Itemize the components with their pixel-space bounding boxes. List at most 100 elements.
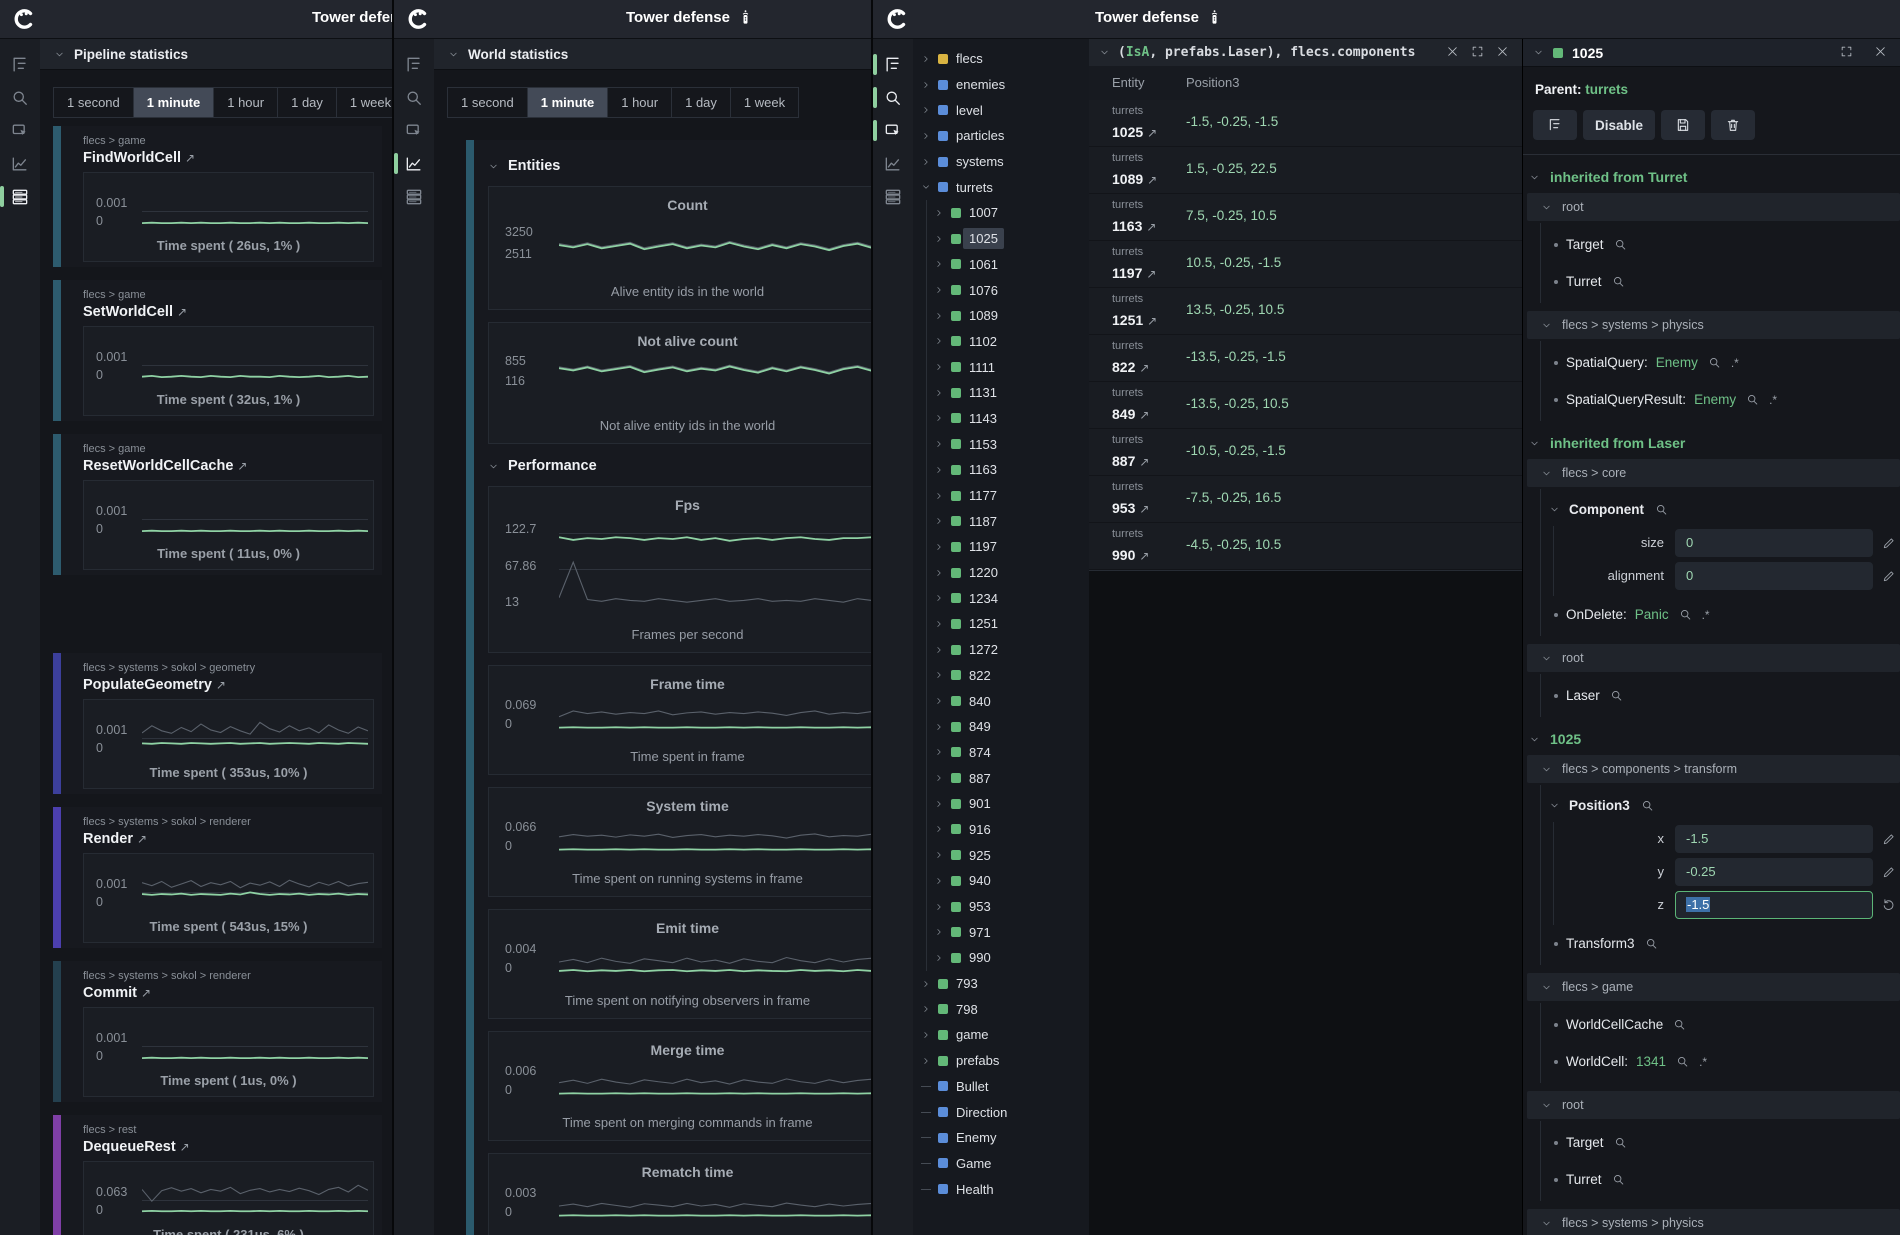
chevron-right-icon[interactable] xyxy=(921,105,936,115)
row-entity-link[interactable]: 1251↗ xyxy=(1112,312,1157,328)
component-header-Position3[interactable]: Position3 xyxy=(1541,788,1900,822)
tab-1-second[interactable]: 1 second xyxy=(448,88,528,117)
chevron-right-icon[interactable] xyxy=(934,747,949,757)
chevron-right-icon[interactable] xyxy=(921,1030,936,1040)
inspector-item-WorldCellCache[interactable]: WorldCellCache xyxy=(1541,1006,1900,1043)
tab-1-week[interactable]: 1 week xyxy=(337,88,394,117)
card-title-link[interactable]: ResetWorldCellCache↗ xyxy=(83,458,374,474)
result-row-1163[interactable]: turrets1163↗7.5, -0.25, 10.5 xyxy=(1089,194,1522,241)
tree-item-Bullet[interactable]: Bullet xyxy=(913,1074,1089,1100)
tree-item-1234[interactable]: 1234 xyxy=(927,585,1089,611)
search-icon[interactable] xyxy=(1746,393,1759,406)
chevron-down-icon[interactable] xyxy=(1533,47,1544,58)
sidebar-search-icon[interactable] xyxy=(0,81,40,114)
tree-item-798[interactable]: 798 xyxy=(913,996,1089,1022)
tree-item-enemies[interactable]: enemies xyxy=(913,72,1089,98)
tab-1-hour[interactable]: 1 hour xyxy=(214,88,278,117)
chevron-right-icon[interactable] xyxy=(934,516,949,526)
chevron-right-icon[interactable] xyxy=(921,1004,936,1014)
inspector-scope-bar[interactable]: flecs > components > transform xyxy=(1527,755,1900,783)
card-title-link[interactable]: Render↗ xyxy=(83,831,374,847)
inspector-item-Turret[interactable]: Turret xyxy=(1541,263,1900,300)
inspector-scope-bar[interactable]: flecs > core xyxy=(1527,459,1900,487)
close-icon[interactable] xyxy=(1496,45,1512,61)
tree-item-1272[interactable]: 1272 xyxy=(927,637,1089,663)
tree-item-1177[interactable]: 1177 xyxy=(927,483,1089,509)
inspector-group-inherited-from-Turret[interactable]: inherited from Turret xyxy=(1529,169,1900,185)
item-target-link[interactable]: Enemy xyxy=(1694,392,1736,407)
tree-item-1251[interactable]: 1251 xyxy=(927,611,1089,637)
chevron-right-icon[interactable] xyxy=(921,131,936,141)
field-input-z[interactable]: -1.5 xyxy=(1675,891,1873,919)
field-input-x[interactable]: -1.5 xyxy=(1675,825,1873,853)
edit-icon[interactable] xyxy=(1882,536,1896,550)
delete-button[interactable] xyxy=(1711,110,1755,140)
tree-item-particles[interactable]: particles xyxy=(913,123,1089,149)
chevron-right-icon[interactable] xyxy=(934,234,949,244)
search-icon[interactable] xyxy=(1614,1136,1627,1149)
tree-item-874[interactable]: 874 xyxy=(927,740,1089,766)
sidebar-stats-icon[interactable] xyxy=(0,180,40,213)
chevron-right-icon[interactable] xyxy=(934,311,949,321)
result-row-849[interactable]: turrets849↗-13.5, -0.25, 10.5 xyxy=(1089,382,1522,429)
chevron-right-icon[interactable] xyxy=(934,285,949,295)
chevron-right-icon[interactable] xyxy=(934,645,949,655)
search-icon[interactable] xyxy=(1612,1173,1625,1186)
sidebar-chart-icon[interactable] xyxy=(394,147,434,180)
search-icon[interactable] xyxy=(1673,1018,1686,1031)
chevron-right-icon[interactable] xyxy=(921,54,936,64)
expand-icon[interactable] xyxy=(1840,45,1856,61)
tree-item-849[interactable]: 849 xyxy=(927,714,1089,740)
chevron-right-icon[interactable] xyxy=(934,593,949,603)
tree-item-1102[interactable]: 1102 xyxy=(927,329,1089,355)
chevron-right-icon[interactable] xyxy=(934,670,949,680)
clear-query-icon[interactable] xyxy=(1446,45,1462,61)
chevron-down-icon[interactable] xyxy=(1099,47,1110,58)
tree-item-Enemy[interactable]: Enemy xyxy=(913,1125,1089,1151)
inspector-item-Turret[interactable]: Turret xyxy=(1541,1161,1900,1198)
sidebar-query-icon[interactable] xyxy=(0,114,40,147)
tree-item-990[interactable]: 990 xyxy=(927,945,1089,971)
sidebar-stats-icon[interactable] xyxy=(873,180,913,213)
tree-item-971[interactable]: 971 xyxy=(927,919,1089,945)
field-input-y[interactable]: -0.25 xyxy=(1675,858,1873,886)
inspector-item-OnDelete[interactable]: OnDelete:Panic.* xyxy=(1541,596,1900,633)
row-entity-link[interactable]: 1025↗ xyxy=(1112,124,1157,140)
sidebar-search-icon[interactable] xyxy=(873,81,913,114)
tree-item-1197[interactable]: 1197 xyxy=(927,534,1089,560)
chevron-right-icon[interactable] xyxy=(934,208,949,218)
chevron-right-icon[interactable] xyxy=(934,799,949,809)
chevron-right-icon[interactable] xyxy=(921,1056,936,1066)
tree-item-953[interactable]: 953 xyxy=(927,894,1089,920)
sidebar-stats-icon[interactable] xyxy=(394,180,434,213)
disable-button[interactable]: Disable xyxy=(1583,110,1655,140)
tree-item-Direction[interactable]: Direction xyxy=(913,1099,1089,1125)
tab-1-minute[interactable]: 1 minute xyxy=(134,88,214,117)
row-entity-link[interactable]: 1163↗ xyxy=(1112,218,1156,234)
tree-item-1025[interactable]: 1025 xyxy=(927,226,1089,252)
tree-item-systems[interactable]: systems xyxy=(913,149,1089,175)
chevron-right-icon[interactable] xyxy=(934,465,949,475)
tab-1-day[interactable]: 1 day xyxy=(672,88,731,117)
search-icon[interactable] xyxy=(1641,799,1654,812)
tree-item-1187[interactable]: 1187 xyxy=(927,508,1089,534)
row-entity-link[interactable]: 849↗ xyxy=(1112,406,1149,422)
chevron-right-icon[interactable] xyxy=(934,927,949,937)
inspector-item-WorldCell[interactable]: WorldCell:1341.* xyxy=(1541,1043,1900,1080)
item-target-link[interactable]: Panic xyxy=(1635,607,1669,622)
panel-header-world[interactable]: World statistics xyxy=(434,39,873,70)
tree-item-1163[interactable]: 1163 xyxy=(927,457,1089,483)
hierarchy-button[interactable] xyxy=(1533,110,1577,140)
chevron-right-icon[interactable] xyxy=(934,388,949,398)
chevron-down-icon[interactable] xyxy=(921,182,936,192)
chevron-right-icon[interactable] xyxy=(934,362,949,372)
section-header-performance[interactable]: Performance xyxy=(488,458,873,474)
tree-item-flecs[interactable]: flecs xyxy=(913,46,1089,72)
expand-icon[interactable] xyxy=(1471,45,1487,61)
search-icon[interactable] xyxy=(1676,1055,1689,1068)
tree-item-level[interactable]: level xyxy=(913,97,1089,123)
tab-1-minute[interactable]: 1 minute xyxy=(528,88,608,117)
chevron-right-icon[interactable] xyxy=(921,157,936,167)
result-row-822[interactable]: turrets822↗-13.5, -0.25, -1.5 xyxy=(1089,335,1522,382)
result-row-1251[interactable]: turrets1251↗13.5, -0.25, 10.5 xyxy=(1089,288,1522,335)
